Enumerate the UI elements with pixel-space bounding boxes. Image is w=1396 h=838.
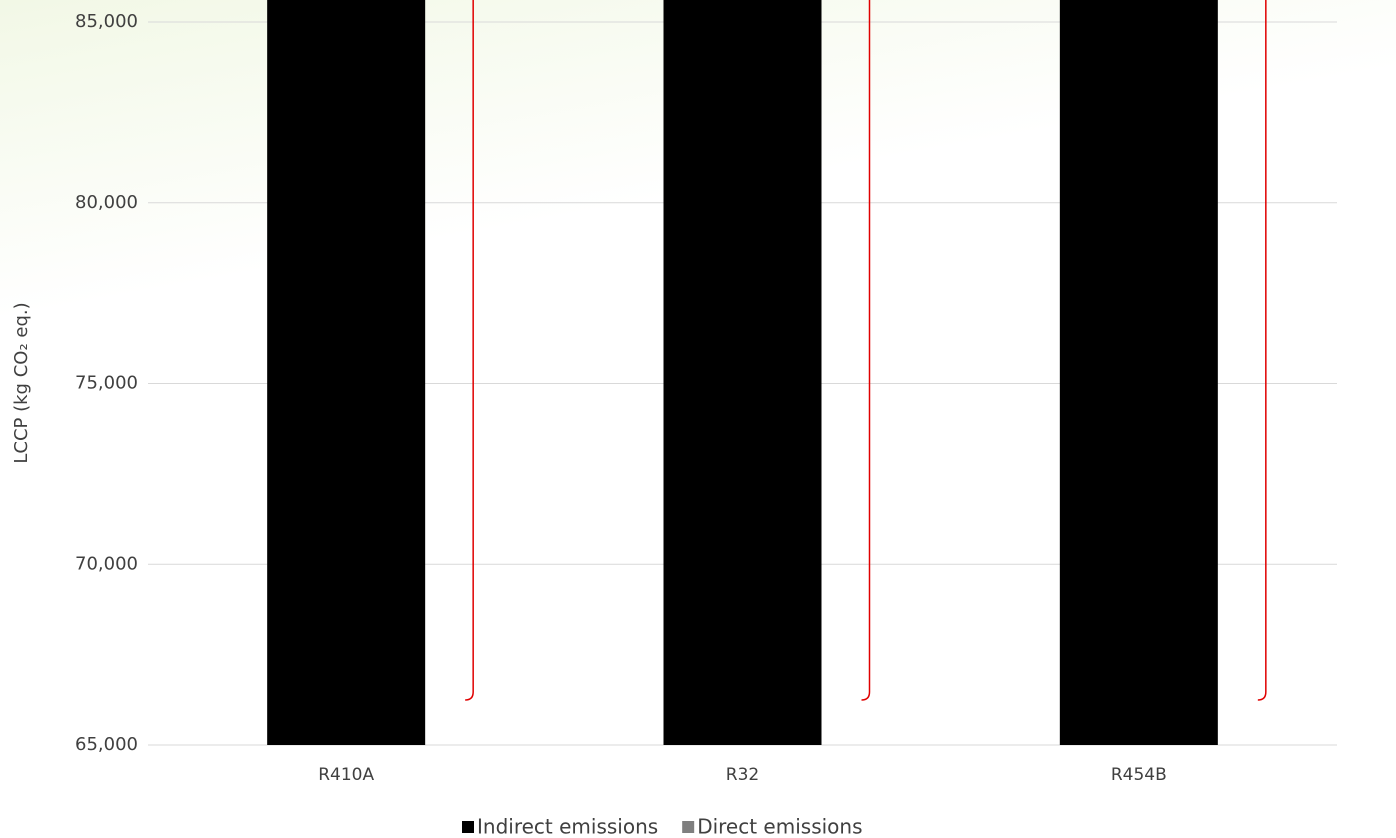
- x-tick-label: R32: [726, 765, 759, 785]
- y-tick-label: 65,000: [75, 734, 138, 755]
- bracket: [1257, 0, 1267, 701]
- legend-label: Indirect emissions: [477, 815, 658, 838]
- legend-label: Direct emissions: [697, 815, 862, 838]
- y-tick-label: 80,000: [75, 192, 138, 213]
- y-tick-label: 70,000: [75, 553, 138, 574]
- bar-segment: [267, 0, 426, 746]
- y-axis-label: LCCP (kg CO₂ eq.): [11, 302, 32, 463]
- legend-swatch: [682, 821, 695, 833]
- bracket: [465, 0, 474, 701]
- x-tick-label: R454B: [1111, 765, 1167, 785]
- y-tick-label: 75,000: [75, 373, 138, 394]
- legend-swatch: [462, 821, 474, 833]
- bar-segment: [663, 0, 822, 746]
- y-tick-label: 85,000: [75, 11, 138, 32]
- x-tick-label: R410A: [318, 765, 374, 785]
- bar-segment: [1059, 0, 1218, 745]
- bracket: [861, 0, 871, 701]
